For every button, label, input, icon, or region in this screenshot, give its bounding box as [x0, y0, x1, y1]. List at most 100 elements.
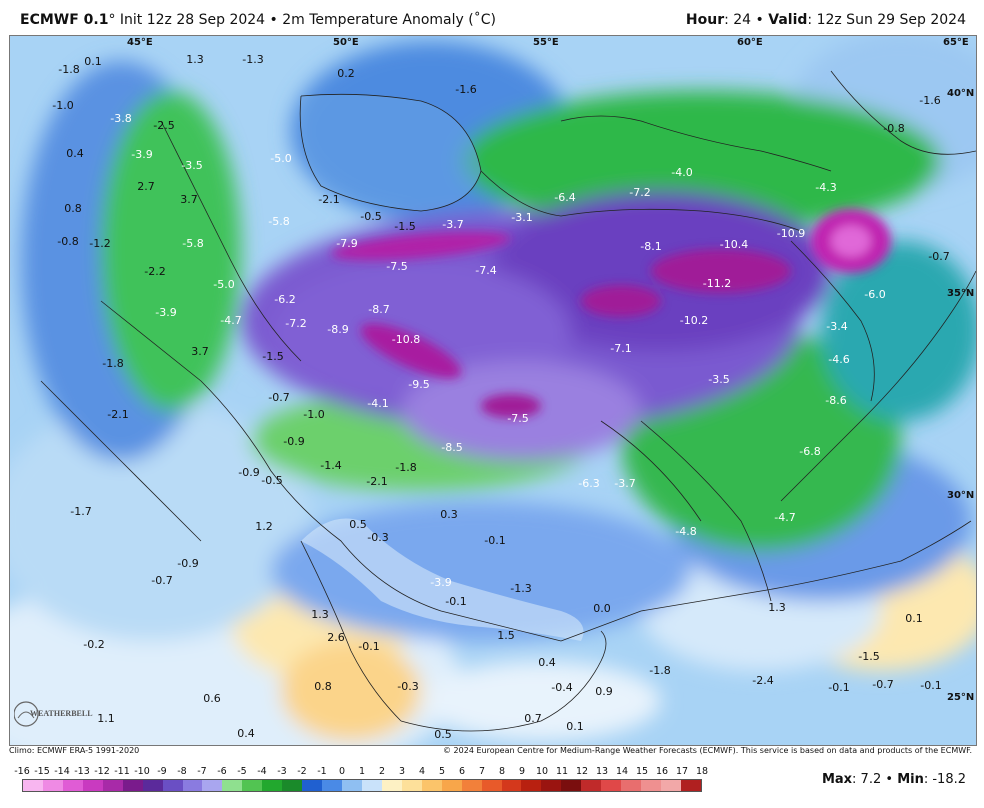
- lon-label-60: 60°E: [737, 37, 763, 48]
- colorbar-tick-label: 2: [378, 766, 386, 777]
- colorbar-swatch: [342, 780, 362, 791]
- anomaly-value-label: -3.9: [430, 576, 451, 589]
- min-value: : -18.2: [923, 772, 966, 787]
- anomaly-value-label: -8.9: [327, 323, 348, 336]
- anomaly-value-label: -0.3: [367, 531, 388, 544]
- valid-label: Valid: [768, 12, 808, 28]
- bullet-sep: •: [885, 772, 894, 787]
- anomaly-field: [10, 36, 976, 745]
- anomaly-value-label: -1.0: [303, 408, 324, 421]
- colorbar-swatch: [102, 780, 123, 791]
- hour-label: Hour: [685, 12, 725, 28]
- anomaly-value-label: -0.5: [360, 210, 381, 223]
- anomaly-map[interactable]: 45°E 50°E 55°E 60°E 65°E 40°N 35°N 30°N …: [9, 35, 977, 746]
- anomaly-value-label: 0.0: [593, 602, 611, 615]
- anomaly-value-label: -6.0: [864, 288, 885, 301]
- colorbar-tick-label: 1: [358, 766, 366, 777]
- anomaly-value-label: 0.5: [434, 728, 452, 741]
- colorbar-tick-label: -1: [317, 766, 327, 777]
- lat-label-40: 40°N: [947, 88, 974, 99]
- anomaly-value-label: -7.9: [336, 237, 357, 250]
- colorbar-swatch: [62, 780, 83, 791]
- colorbar-tick-label: -9: [157, 766, 167, 777]
- anomaly-value-label: -0.7: [872, 678, 893, 691]
- colorbar-tick-label: 18: [695, 766, 709, 777]
- colorbar-tick-label: 12: [575, 766, 589, 777]
- colorbar-tick-label: 14: [615, 766, 629, 777]
- anomaly-value-label: -4.0: [671, 166, 692, 179]
- anomaly-value-label: -10.2: [680, 314, 708, 327]
- anomaly-value-label: 0.3: [440, 508, 458, 521]
- colorbar-tick-label: -6: [217, 766, 227, 777]
- model-name: ECMWF 0.1: [20, 12, 109, 28]
- max-label: Max: [821, 772, 853, 787]
- anomaly-value-label: -1.8: [102, 357, 123, 370]
- anomaly-value-label: -2.1: [366, 475, 387, 488]
- valid-value: : 12z Sun 29 Sep 2024: [807, 12, 966, 28]
- weatherbell-logo: WEATHERBELL: [14, 701, 93, 727]
- colorbar-tick-label: 13: [595, 766, 609, 777]
- anomaly-value-label: -8.1: [640, 240, 661, 253]
- value-labels: -1.8 0.1 1.3 -1.3 0.2 -1.6 -1.6 -1.0 -3.8 -2.5 -0.…: [52, 53, 949, 741]
- colorbar-swatch: [282, 780, 303, 791]
- water-bodies: [300, 94, 584, 641]
- colorbar-swatch: [381, 780, 402, 791]
- colorbar-swatch: [23, 780, 43, 791]
- colorbar-swatch: [501, 780, 522, 791]
- colorbar-tick-label: -11: [114, 766, 130, 777]
- colorbar-tick-label: -16: [14, 766, 30, 777]
- anomaly-value-label: -1.8: [395, 461, 416, 474]
- bullet-sep: •: [269, 12, 278, 28]
- anomaly-value-label: -0.4: [551, 681, 572, 694]
- anomaly-value-label: -0.7: [151, 574, 172, 587]
- colorbar-tick-label: 10: [535, 766, 549, 777]
- colorbar-tick-label: -10: [134, 766, 150, 777]
- colorbar-swatch: [182, 780, 203, 791]
- anomaly-value-label: -2.5: [153, 119, 174, 132]
- colorbar-tick-label: -15: [34, 766, 50, 777]
- colorbar-swatch: [162, 780, 183, 791]
- colorbar-tick-label: 6: [458, 766, 466, 777]
- colorbar-tick-label: -4: [257, 766, 267, 777]
- anomaly-value-label: -6.3: [578, 477, 599, 490]
- anomaly-value-label: 0.2: [337, 67, 355, 80]
- colorbar-swatch: [421, 780, 442, 791]
- anomaly-value-label: -0.9: [238, 466, 259, 479]
- colorbar-swatch: [82, 780, 103, 791]
- colorbar-tick-label: 8: [498, 766, 506, 777]
- anomaly-value-label: 0.4: [237, 727, 255, 740]
- anomaly-value-label: -1.8: [649, 664, 670, 677]
- anomaly-value-label: -1.5: [858, 650, 879, 663]
- anomaly-value-label: -4.6: [828, 353, 849, 366]
- anomaly-value-label: -7.4: [475, 264, 496, 277]
- colorbar-swatch: [461, 780, 482, 791]
- map-canvas: 45°E 50°E 55°E 60°E 65°E 40°N 35°N 30°N …: [10, 36, 976, 745]
- anomaly-value-label: -2.4: [752, 674, 773, 687]
- anomaly-value-label: -3.1: [511, 211, 532, 224]
- anomaly-value-label: -6.2: [274, 293, 295, 306]
- min-label: Min: [897, 772, 924, 787]
- degree-sign: °: [108, 12, 116, 28]
- colorbar-swatch: [481, 780, 502, 791]
- anomaly-value-label: -8.6: [825, 394, 846, 407]
- anomaly-value-label: -5.0: [213, 278, 234, 291]
- anomaly-value-label: 0.1: [566, 720, 584, 733]
- anomaly-value-label: -1.5: [262, 350, 283, 363]
- colorbar-swatch: [242, 780, 263, 791]
- anomaly-value-label: -1.4: [320, 459, 341, 472]
- copyright-note: © 2024 European Centre for Medium-Range …: [443, 746, 972, 755]
- colorbar-tick-label: -7: [197, 766, 207, 777]
- colorbar-swatch: [441, 780, 462, 791]
- anomaly-value-label: -8.7: [368, 303, 389, 316]
- anomaly-value-label: -0.9: [283, 435, 304, 448]
- colorbar-tick-label: 7: [478, 766, 486, 777]
- anomaly-value-label: 1.3: [768, 601, 786, 614]
- lon-label-45: 45°E: [127, 37, 153, 48]
- lat-label-30: 30°N: [947, 490, 974, 501]
- anomaly-value-label: -11.2: [703, 277, 731, 290]
- anomaly-value-label: -4.1: [367, 397, 388, 410]
- anomaly-value-label: -3.9: [131, 148, 152, 161]
- anomaly-value-label: -1.3: [510, 582, 531, 595]
- anomaly-value-label: -0.1: [828, 681, 849, 694]
- colorbar-swatch: [401, 780, 422, 791]
